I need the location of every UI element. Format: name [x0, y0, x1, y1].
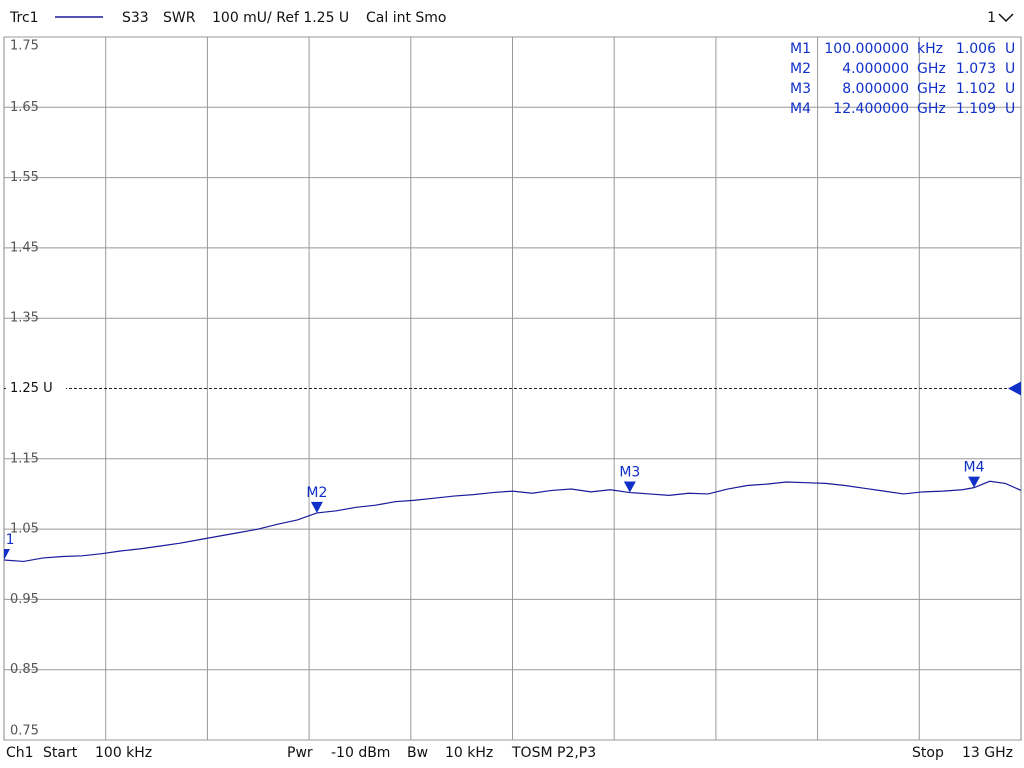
- labels: 1.75 1.65 1.55 1.45 1.35 1.25 U 1.15 1.05 0.95 0.…: [10, 39, 1021, 739]
- footer: Ch1 Start 100 kHz Pwr -10 dBm Bw 10 kHz …: [6, 745, 1013, 761]
- y-tick-label: 1.15: [10, 451, 39, 466]
- header: Trc1 S33 SWR 100 mU/ Ref 1.25 U Cal int …: [9, 10, 1014, 26]
- marker-table-x-unit: kHz: [917, 41, 943, 57]
- trace-name: Trc1: [9, 10, 39, 26]
- cal: TOSM P2,P3: [511, 745, 596, 761]
- y-tick-label: 0.85: [10, 662, 39, 677]
- marker-table: M1 100.000000 kHz 1.006 U M2 4.000000 GHz 1.073 U…: [790, 41, 1015, 117]
- marker-triangle: [968, 476, 981, 488]
- y-tick-label: 1.35: [10, 311, 39, 326]
- marker-table-x: 12.400000: [833, 101, 909, 117]
- label-backdrop: [6, 380, 66, 397]
- marker-table-name: M1: [790, 41, 811, 57]
- marker-table-x-unit: GHz: [917, 81, 946, 97]
- marker-triangle: [623, 481, 636, 493]
- marker-table-x: 4.000000: [842, 61, 909, 77]
- parameter: S33: [122, 10, 149, 26]
- marker-table-unit: U: [1005, 101, 1015, 117]
- y-tick-label: 1.25 U: [10, 381, 53, 396]
- marker-label: M4: [964, 460, 985, 476]
- marker-table-x: 8.000000: [842, 81, 909, 97]
- marker-table-value: 1.102: [956, 81, 996, 97]
- window-number[interactable]: 1: [987, 10, 996, 26]
- marker-table-unit: U: [1005, 81, 1015, 97]
- plot-area: M1 M2 M3 M4: [0, 460, 1021, 563]
- window-chevron[interactable]: [998, 13, 1014, 23]
- marker-table-value: 1.109: [956, 101, 996, 117]
- marker-label: M2: [306, 485, 327, 501]
- marker-table-unit: U: [1005, 61, 1015, 77]
- channel: Ch1: [6, 745, 34, 761]
- marker-table-name: M4: [790, 101, 811, 117]
- marker-table-name: M2: [790, 61, 811, 77]
- scale: 100 mU/ Ref 1.25 U: [212, 10, 349, 26]
- grid: [4, 36, 1021, 741]
- marker-triangle: [4, 549, 10, 561]
- y-tick-label: 1.05: [10, 522, 39, 537]
- marker-label: M1: [0, 532, 15, 548]
- y-tick-label: 1.75: [10, 39, 39, 54]
- marker-table-x: 100.000000: [824, 41, 909, 57]
- power-label: Pwr: [287, 745, 313, 761]
- y-tick-label: 1.45: [10, 240, 39, 255]
- marker-table-value: 1.006: [956, 41, 996, 57]
- y-tick-label: 0.95: [10, 592, 39, 607]
- marker-table-x-unit: GHz: [917, 101, 946, 117]
- stop-label: Stop: [912, 745, 944, 761]
- format: SWR: [163, 10, 196, 26]
- marker-table-value: 1.073: [956, 61, 996, 77]
- marker-triangle: [310, 501, 323, 513]
- bw: 10 kHz: [445, 745, 493, 761]
- reference-arrow: [1008, 381, 1021, 396]
- start: 100 kHz: [95, 745, 152, 761]
- status: Cal int Smo: [366, 10, 447, 26]
- stop: 13 GHz: [962, 745, 1013, 761]
- bw-label: Bw: [407, 745, 428, 761]
- y-tick-label: 1.55: [10, 170, 39, 185]
- start-label: Start: [43, 745, 78, 761]
- marker-table-unit: U: [1005, 41, 1015, 57]
- marker-table-x-unit: GHz: [917, 61, 946, 77]
- trace-line: [4, 480, 1021, 563]
- marker-label: M3: [619, 465, 640, 481]
- y-tick-label: 1.65: [10, 100, 39, 115]
- y-tick-label: 0.75: [10, 724, 39, 739]
- marker-table-name: M3: [790, 81, 811, 97]
- power: -10 dBm: [331, 745, 390, 761]
